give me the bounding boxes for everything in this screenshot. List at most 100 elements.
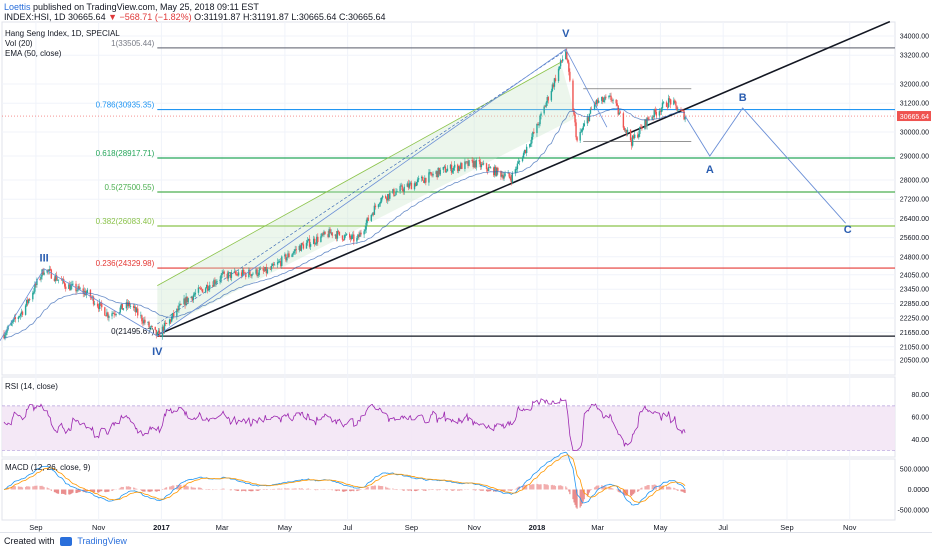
macd-histogram-bar	[41, 485, 43, 490]
candle-body	[292, 253, 294, 255]
candle-body	[367, 217, 369, 221]
macd-histogram-bar	[191, 487, 193, 490]
macd-histogram-bar	[533, 484, 535, 490]
macd-histogram-bar	[151, 489, 153, 492]
candle-body	[294, 249, 296, 252]
candle-body	[522, 153, 525, 159]
candle-body	[236, 274, 239, 276]
macd-histogram-bar	[598, 485, 600, 490]
macd-histogram-bar	[79, 489, 81, 492]
candle-body	[65, 286, 67, 289]
candle-body	[302, 244, 305, 249]
candle-body	[557, 68, 560, 82]
candle-body	[594, 102, 597, 105]
candle-body	[194, 292, 197, 295]
fib-level-label: 0.618(28917.71)	[96, 149, 155, 158]
candle-body	[516, 163, 519, 170]
candle-body	[377, 204, 380, 208]
macd-histogram-bar	[353, 489, 355, 492]
candle-body	[127, 302, 130, 307]
y-tick-label: 32000.00	[900, 82, 929, 89]
macd-histogram-bar	[401, 489, 403, 491]
macd-histogram-bar	[444, 489, 446, 491]
candle-body	[299, 245, 302, 251]
macd-histogram-bar	[272, 488, 275, 490]
macd-histogram-bar	[380, 486, 383, 490]
price-change: −568.71 (−1.82%)	[119, 12, 192, 22]
time-axis: Sep Nov 2017 Mar May Jul Sep Nov 2018 Mar May Jul Se…	[29, 523, 856, 532]
macd-histogram-bar	[163, 488, 166, 490]
candle-body	[68, 284, 70, 289]
macd-histogram-bar	[680, 489, 682, 492]
macd-histogram-bar	[26, 486, 28, 490]
candle-body	[26, 299, 29, 303]
macd-histogram-bar	[457, 489, 459, 491]
macd-histogram-bar	[589, 489, 592, 491]
candle-body	[676, 105, 678, 111]
macd-histogram-bar	[677, 489, 679, 491]
macd-histogram-bar	[148, 489, 150, 492]
candle-body	[344, 234, 347, 236]
macd-histogram-bar	[583, 489, 585, 500]
candle-body	[407, 183, 410, 188]
candle-body	[641, 127, 643, 129]
candle-body	[666, 106, 669, 108]
candle-body	[554, 78, 557, 82]
candle-body	[10, 322, 12, 326]
macd-histogram-bar	[565, 486, 567, 490]
macd-histogram-bar	[608, 486, 610, 490]
macd-histogram-bar	[612, 488, 614, 490]
y-tick-label: 24050.00	[900, 272, 929, 279]
candle-body	[36, 279, 38, 285]
candle-body	[222, 271, 224, 274]
macd-histogram-bar	[199, 487, 202, 490]
candle-body	[466, 161, 468, 163]
macd-histogram-bar	[144, 489, 146, 492]
candle-body	[32, 292, 34, 300]
macd-histogram-bar	[299, 488, 301, 490]
macd-histogram-bar	[35, 485, 37, 490]
candle-body	[209, 285, 211, 290]
rsi-tick-label: 40.00	[911, 437, 929, 444]
candle-body	[177, 308, 179, 311]
macd-histogram-bar	[438, 489, 440, 491]
candle-body	[442, 166, 445, 170]
macd-histogram-bar	[147, 489, 149, 492]
candle-body	[546, 97, 548, 103]
macd-histogram-bar	[77, 489, 79, 493]
candle-body	[133, 307, 136, 308]
macd-histogram-bar	[140, 489, 142, 491]
candle-body	[219, 279, 221, 282]
candle-body	[43, 272, 45, 275]
candle-body	[374, 205, 377, 208]
candle-body	[281, 256, 283, 266]
candle-body	[503, 175, 505, 179]
macd-histogram-bar	[50, 489, 52, 491]
macd-histogram-bar	[190, 486, 192, 490]
candle-body	[409, 182, 412, 184]
macd-histogram-bar	[522, 485, 525, 490]
tradingview-link[interactable]: TradingView	[77, 536, 127, 546]
macd-histogram-bar	[422, 489, 424, 491]
y-tick-label: 29000.00	[900, 154, 929, 161]
author-link[interactable]: Loettis	[4, 2, 31, 12]
macd-histogram-bar	[164, 487, 167, 490]
candle-body	[561, 59, 564, 62]
candle-body	[472, 160, 474, 167]
macd-histogram-bar	[46, 487, 48, 490]
macd-histogram-bar	[645, 486, 647, 490]
y-tick-label: 28000.00	[900, 178, 929, 185]
macd-histogram-bar	[334, 489, 336, 491]
candle-body	[105, 315, 107, 317]
candle-body	[525, 146, 528, 154]
macd-histogram-bar	[648, 485, 650, 490]
candle-body	[595, 99, 598, 105]
macd-histogram-bar	[479, 489, 481, 491]
channel-fill	[157, 62, 577, 332]
macd-histogram-bar	[98, 489, 100, 493]
macd-histogram-bar	[352, 489, 354, 491]
candle-body	[169, 319, 172, 322]
wave-label: V	[562, 28, 570, 40]
macd-histogram-bar	[36, 485, 38, 490]
